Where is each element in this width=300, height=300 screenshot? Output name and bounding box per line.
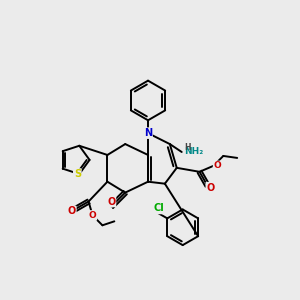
Text: H: H [184, 142, 191, 152]
Text: O: O [214, 161, 221, 170]
Text: Cl: Cl [154, 203, 164, 214]
Text: S: S [74, 169, 81, 179]
Text: N: N [144, 128, 152, 138]
Text: O: O [107, 196, 116, 206]
Text: O: O [68, 206, 76, 216]
Text: NH₂: NH₂ [184, 148, 203, 157]
Text: O: O [89, 211, 96, 220]
Text: O: O [206, 183, 214, 193]
